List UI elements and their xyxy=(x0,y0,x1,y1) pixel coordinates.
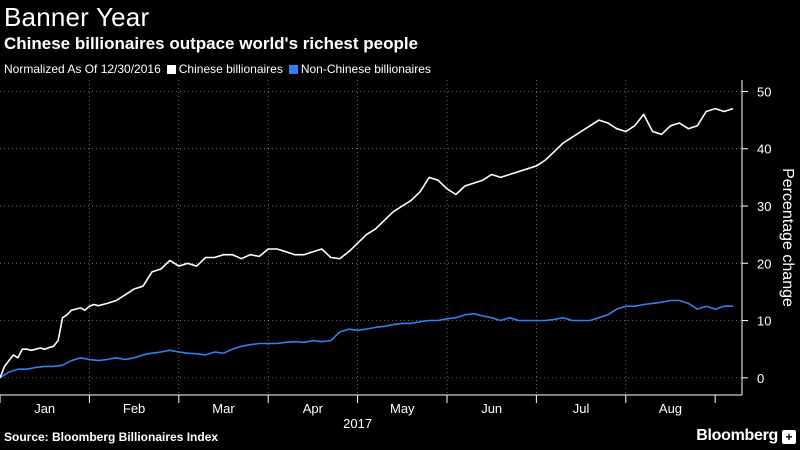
y-tick-label-0: 0 xyxy=(757,371,764,386)
chart-subtitle: Chinese billionaires outpace world's ric… xyxy=(4,34,419,53)
legend-note: Normalized As Of 12/30/2016 xyxy=(4,62,161,76)
bloomberg-mark-icon: + xyxy=(782,430,796,444)
y-tick-label-50: 50 xyxy=(757,84,771,99)
x-tick-label-apr: Apr xyxy=(303,401,324,416)
chart-title: Banner Year xyxy=(4,2,150,32)
x-tick-label-feb: Feb xyxy=(123,401,145,416)
x-tick-label-jan: Jan xyxy=(34,401,55,416)
x-tick-label-mar: Mar xyxy=(212,401,235,416)
legend-swatch-non-chinese xyxy=(288,64,298,74)
y-tick-label-40: 40 xyxy=(757,142,771,157)
source-note: Source: Bloomberg Billionaires Index xyxy=(4,430,219,444)
series-line-chinese xyxy=(0,107,734,379)
y-tick-label-10: 10 xyxy=(757,314,771,329)
x-tick-label-aug: Aug xyxy=(659,401,682,416)
x-tick-label-jul: Jul xyxy=(573,401,590,416)
y-tick-label-30: 30 xyxy=(757,199,771,214)
legend: Normalized As Of 12/30/2016 Chinese bill… xyxy=(4,62,431,76)
x-axis-label: 2017 xyxy=(343,416,372,431)
y-tick-label-20: 20 xyxy=(757,256,771,271)
x-tick-label-jun: Jun xyxy=(481,401,502,416)
legend-label-chinese: Chinese billionaires xyxy=(178,62,283,76)
x-tick-label-may: May xyxy=(390,401,415,416)
legend-item-non-chinese: Non-Chinese billionaires xyxy=(288,62,431,76)
legend-item-chinese: Chinese billionaires xyxy=(166,62,283,76)
y-axis-label: Percentage change xyxy=(779,168,796,307)
series-line-non-chinese xyxy=(0,299,734,379)
bloomberg-logo: Bloomberg xyxy=(696,427,778,444)
legend-swatch-chinese xyxy=(166,64,176,74)
legend-label-non-chinese: Non-Chinese billionaires xyxy=(300,62,431,76)
